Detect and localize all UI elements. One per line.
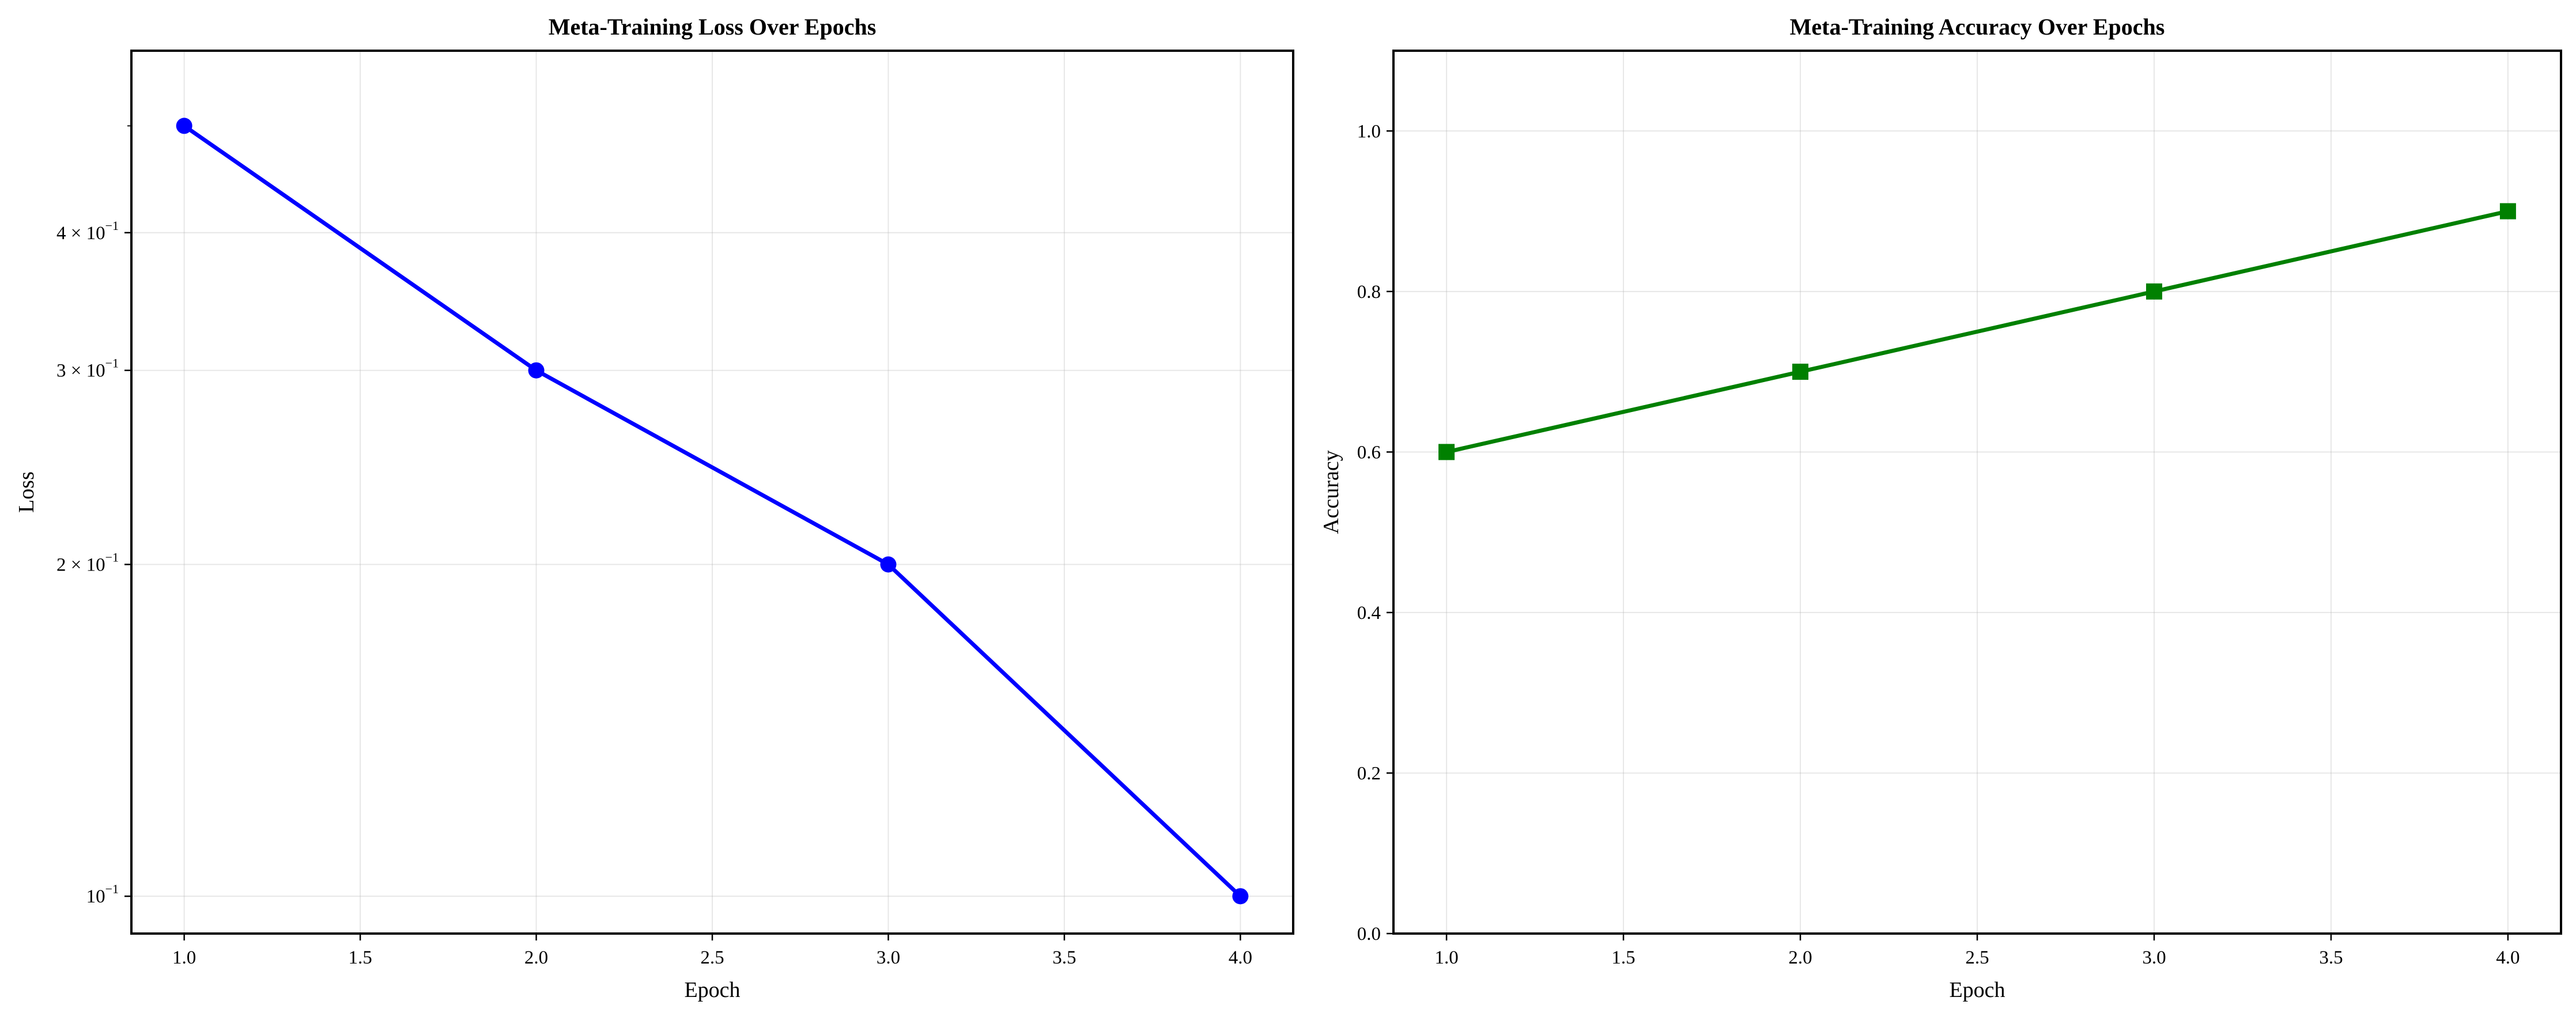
accuracy-x-tick-label: 3.5 [2319, 947, 2343, 968]
loss-y-ticks: 10−12 × 10−13 × 10−14 × 10−1 [56, 125, 131, 907]
accuracy-series-line [1444, 209, 2510, 454]
accuracy-y-tick-label: 0.8 [1357, 282, 1381, 303]
loss-y-tick-mantissa: 10 [86, 886, 105, 907]
accuracy-plot-frame [1392, 50, 2562, 935]
accuracy-data-point [1792, 364, 1809, 380]
accuracy-x-tick-label: 1.0 [1434, 947, 1458, 968]
accuracy-chart: Meta-Training Accuracy Over Epochs 1.0 1.… [1319, 14, 2562, 1002]
loss-y-tick-label: 2 × 10−1 [56, 550, 119, 576]
loss-y-tick-exponent: −1 [105, 550, 119, 565]
loss-x-tick-label: 2.5 [700, 947, 724, 968]
loss-x-tick-label: 1.5 [348, 947, 372, 968]
loss-series-line [182, 123, 1242, 898]
loss-y-tick-label: 4 × 10−1 [56, 218, 119, 244]
accuracy-y-axis-label: Accuracy [1319, 450, 1343, 534]
loss-plot-frame [130, 50, 1294, 935]
loss-data-point [880, 556, 897, 573]
accuracy-x-tick-label: 4.0 [2496, 947, 2520, 968]
accuracy-x-tick-label: 2.0 [1788, 947, 1812, 968]
loss-x-tick-label: 4.0 [1229, 947, 1252, 968]
accuracy-chart-title: Meta-Training Accuracy Over Epochs [1790, 14, 2165, 40]
loss-data-point [1232, 888, 1249, 905]
loss-y-tick-exponent: −1 [105, 356, 119, 371]
loss-data-point [176, 118, 192, 134]
accuracy-x-axis-label: Epoch [1949, 978, 2005, 1002]
accuracy-x-tick-label: 2.5 [1965, 947, 1989, 968]
accuracy-series [1438, 203, 2516, 460]
loss-series [176, 118, 1249, 905]
accuracy-y-tick-label: 0.2 [1357, 763, 1381, 784]
accuracy-x-tick-label: 1.5 [1611, 947, 1635, 968]
accuracy-y-tick-label: 1.0 [1357, 121, 1381, 142]
loss-y-tick-exponent: −1 [105, 882, 119, 896]
loss-data-point [528, 362, 545, 379]
accuracy-grid [1393, 51, 2561, 934]
loss-grid [131, 51, 1293, 934]
loss-x-ticks: 1.0 1.5 2.0 2.5 3.0 3.5 4.0 [172, 934, 1252, 968]
accuracy-y-tick-label: 0.4 [1357, 603, 1381, 624]
accuracy-y-tick-label: 0.0 [1357, 924, 1381, 945]
loss-x-tick-label: 3.5 [1052, 947, 1076, 968]
loss-chart-title: Meta-Training Loss Over Epochs [549, 14, 877, 40]
loss-chart: Meta-Training Loss Over Epochs 1.0 1.5 2.0… [14, 14, 1294, 1002]
accuracy-data-point [1438, 444, 1455, 460]
loss-x-axis-label: Epoch [684, 978, 740, 1002]
loss-y-tick-mantissa: 2 × 10 [56, 555, 105, 576]
accuracy-x-ticks: 1.0 1.5 2.0 2.5 3.0 3.5 4.0 [1434, 934, 2520, 968]
loss-x-tick-label: 3.0 [877, 947, 900, 968]
loss-y-tick-label: 10−1 [86, 882, 119, 907]
accuracy-y-ticks: 0.0 0.2 0.4 0.6 0.8 1.0 [1357, 121, 1393, 945]
loss-x-tick-label: 1.0 [172, 947, 196, 968]
accuracy-data-point [2146, 283, 2162, 300]
loss-y-tick-mantissa: 4 × 10 [56, 223, 105, 244]
loss-y-tick-label: 3 × 10−1 [56, 356, 119, 381]
accuracy-y-tick-label: 0.6 [1357, 442, 1381, 463]
accuracy-data-point [2499, 203, 2516, 220]
loss-y-tick-exponent: −1 [105, 218, 119, 233]
loss-y-axis-label: Loss [14, 471, 39, 513]
accuracy-x-tick-label: 3.0 [2142, 947, 2166, 968]
loss-x-tick-label: 2.0 [524, 947, 548, 968]
loss-y-tick-mantissa: 3 × 10 [56, 361, 105, 381]
